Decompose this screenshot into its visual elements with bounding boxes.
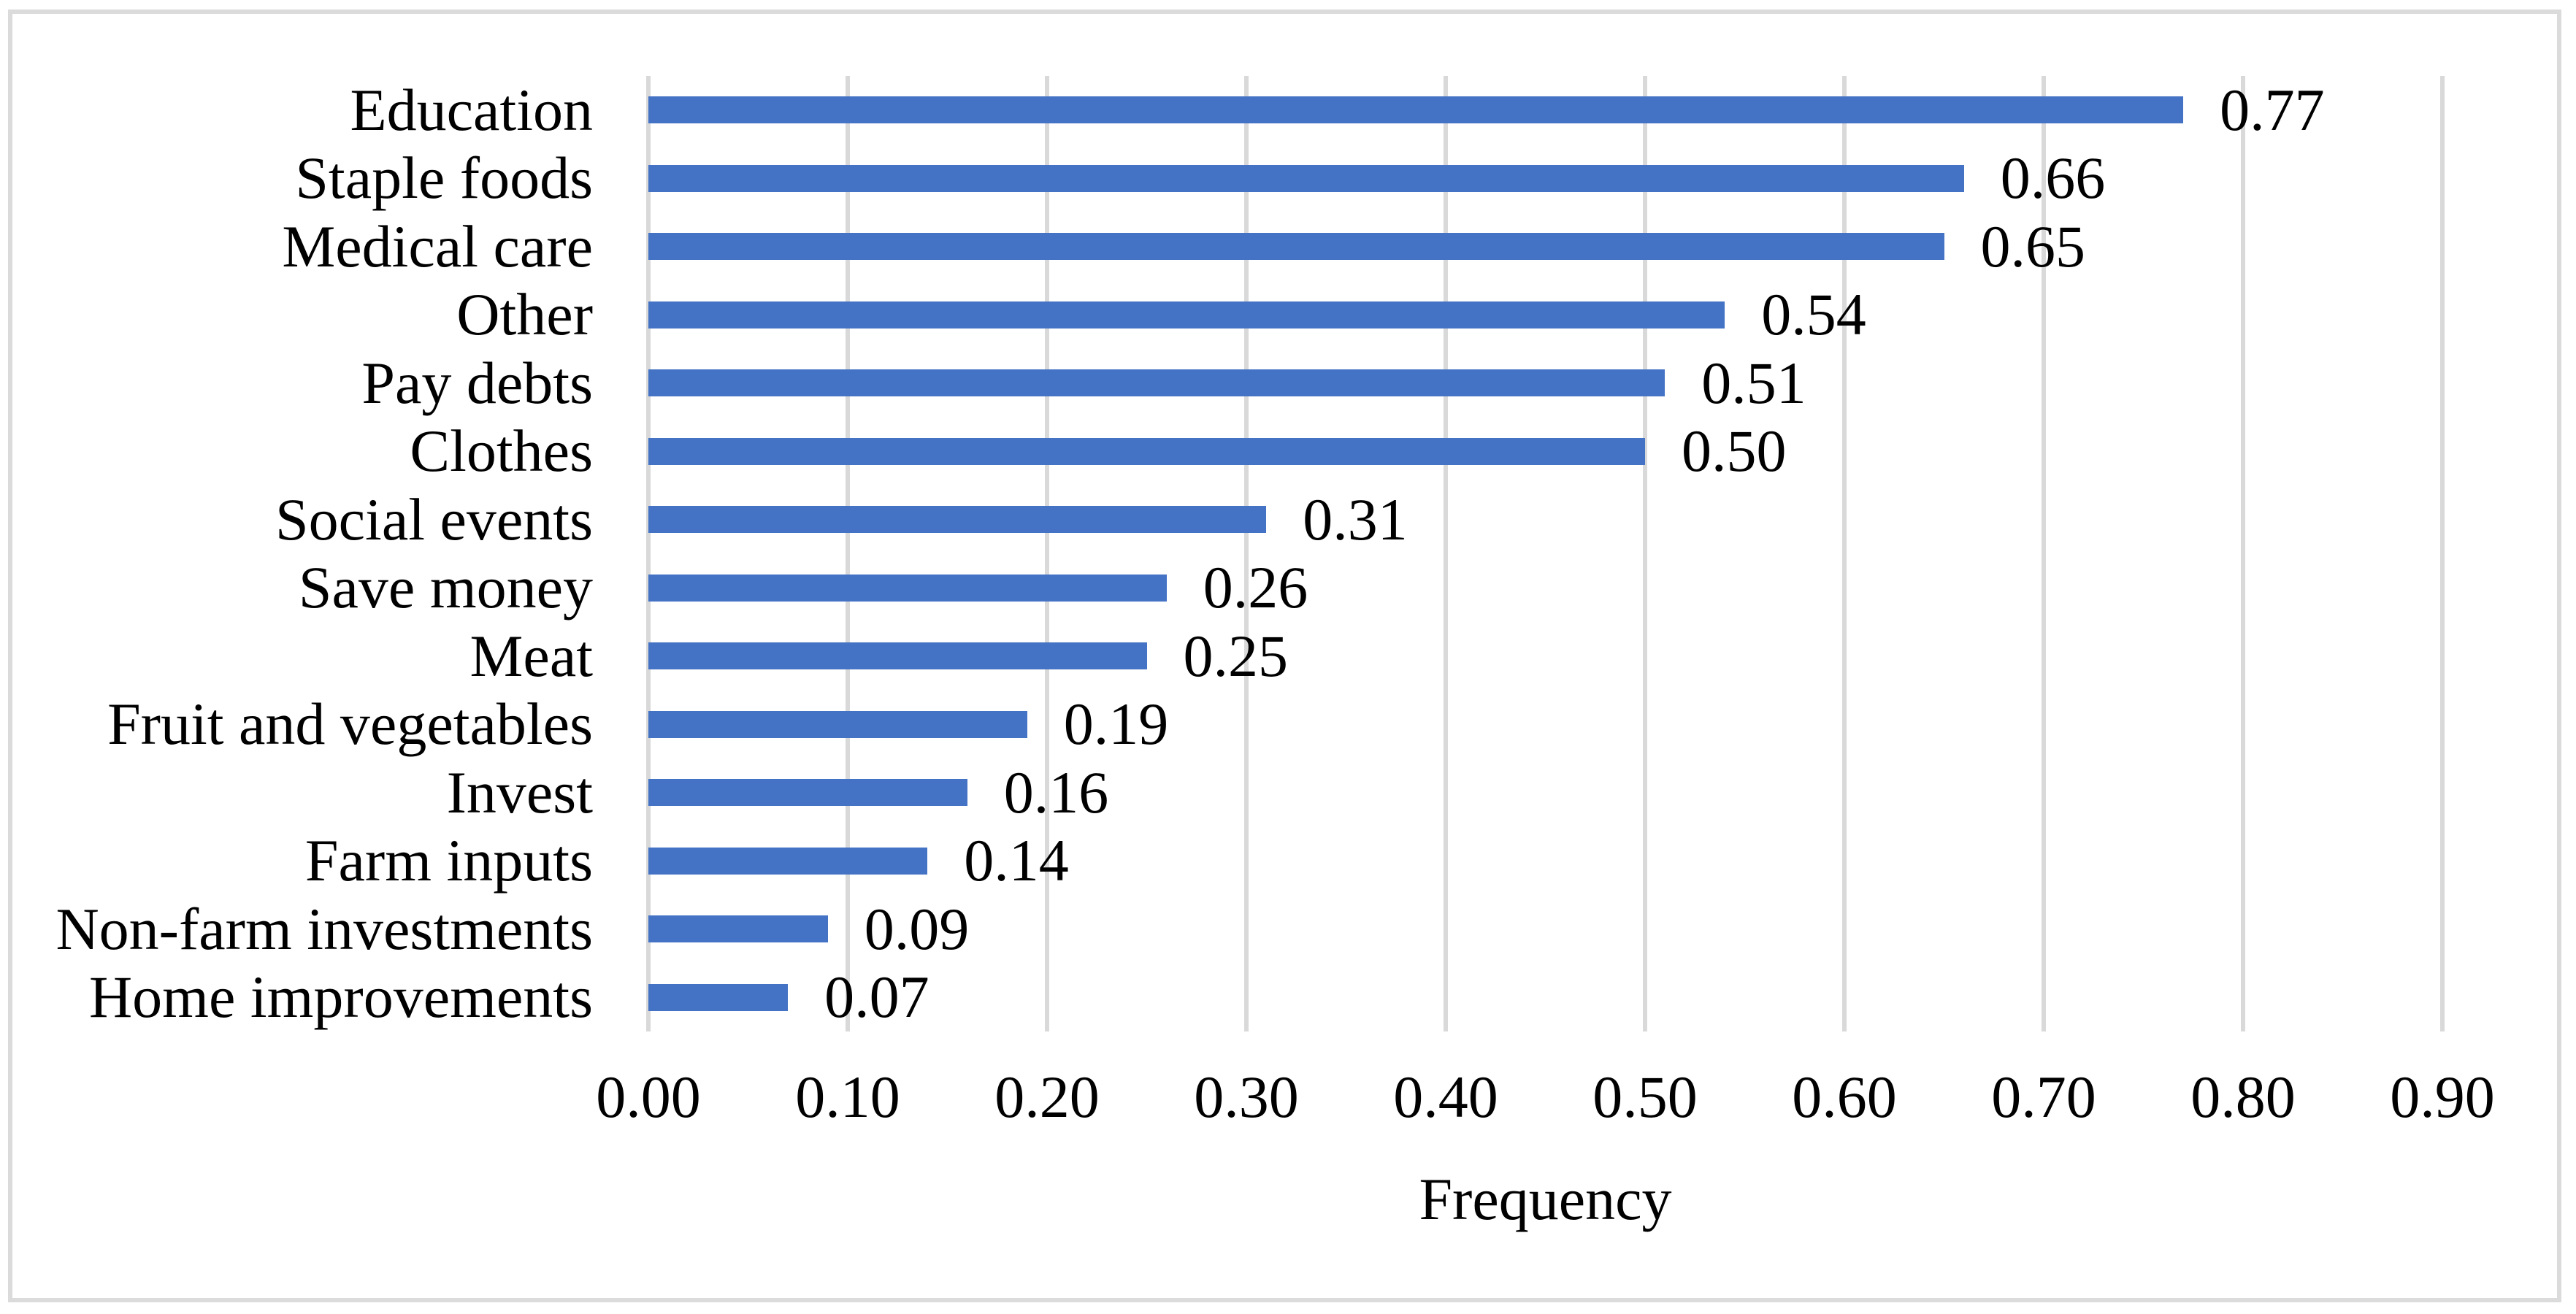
gridline-0.50 bbox=[1643, 76, 1647, 1031]
bar-other bbox=[648, 301, 1725, 328]
bar-clothes bbox=[648, 437, 1645, 465]
category-label-pay-debts: Pay debts bbox=[361, 349, 593, 416]
bar-home-improvements bbox=[648, 983, 789, 1011]
gridline-0.20 bbox=[1045, 76, 1049, 1031]
x-tick-label-0.70: 0.70 bbox=[1991, 1064, 2096, 1130]
bar-staple-foods bbox=[648, 164, 1964, 192]
data-label-staple-foods: 0.66 bbox=[2000, 145, 2106, 212]
category-label-staple-foods: Staple foods bbox=[295, 145, 593, 212]
bar-pay-debts bbox=[648, 369, 1665, 397]
data-label-fruit-and-vegetables: 0.19 bbox=[1063, 691, 1169, 758]
data-label-save-money: 0.26 bbox=[1203, 554, 1308, 621]
category-label-fruit-and-vegetables: Fruit and vegetables bbox=[107, 691, 593, 758]
category-label-other: Other bbox=[456, 281, 593, 348]
gridline-0.40 bbox=[1444, 76, 1448, 1031]
category-label-meat: Meat bbox=[469, 622, 593, 689]
data-label-pay-debts: 0.51 bbox=[1701, 349, 1806, 416]
category-label-home-improvements: Home improvements bbox=[88, 964, 593, 1031]
data-label-non-farm-investments: 0.09 bbox=[864, 895, 970, 962]
gridline-0.80 bbox=[2241, 76, 2245, 1031]
category-label-social-events: Social events bbox=[275, 485, 593, 553]
x-tick-label-0.30: 0.30 bbox=[1194, 1064, 1299, 1130]
x-tick-label-0.10: 0.10 bbox=[795, 1064, 900, 1130]
data-label-meat: 0.25 bbox=[1183, 622, 1289, 689]
data-label-home-improvements: 0.07 bbox=[824, 964, 929, 1031]
gridline-0.90 bbox=[2440, 76, 2445, 1031]
x-tick-label-0.50: 0.50 bbox=[1592, 1064, 1698, 1130]
x-axis-title: Frequency bbox=[1419, 1166, 1672, 1232]
plot-area: 0.77 0.66 0.65 0.54 0.51 0.50 0.31 0.26 0.25 0.19… bbox=[646, 76, 2445, 1031]
bar-fruit-and-vegetables bbox=[648, 710, 1027, 738]
category-label-medical-care: Medical care bbox=[282, 212, 593, 280]
x-tick-label-0.20: 0.20 bbox=[994, 1064, 1100, 1130]
bar-social-events bbox=[648, 506, 1267, 534]
gridline-0.30 bbox=[1244, 76, 1249, 1031]
data-label-clothes: 0.50 bbox=[1682, 418, 1787, 485]
category-axis-labels: Education Staple foods Medical care Other Pa… bbox=[0, 76, 593, 1031]
x-tick-label-0.40: 0.40 bbox=[1393, 1064, 1498, 1130]
data-label-farm-inputs: 0.14 bbox=[964, 827, 1069, 894]
x-tick-label-0.90: 0.90 bbox=[2390, 1064, 2495, 1130]
bar-meat bbox=[648, 642, 1147, 670]
data-label-other: 0.54 bbox=[1761, 281, 1866, 348]
x-tick-label-0.80: 0.80 bbox=[2190, 1064, 2296, 1130]
bar-invest bbox=[648, 779, 967, 807]
x-tick-label-0.00: 0.00 bbox=[596, 1064, 701, 1130]
bar-education bbox=[648, 96, 2184, 124]
x-tick-label-0.60: 0.60 bbox=[1792, 1064, 1897, 1130]
bar-save-money bbox=[648, 574, 1167, 602]
category-label-farm-inputs: Farm inputs bbox=[304, 827, 593, 894]
gridline-0.70 bbox=[2042, 76, 2046, 1031]
category-label-invest: Invest bbox=[446, 758, 593, 826]
bar-non-farm-investments bbox=[648, 915, 828, 943]
gridline-0.10 bbox=[846, 76, 850, 1031]
category-label-save-money: Save money bbox=[298, 554, 593, 621]
category-label-non-farm-investments: Non-farm investments bbox=[55, 895, 593, 962]
data-label-medical-care: 0.65 bbox=[1980, 212, 2086, 280]
bar-medical-care bbox=[648, 233, 1944, 261]
bar-farm-inputs bbox=[648, 847, 928, 875]
data-label-invest: 0.16 bbox=[1003, 758, 1109, 826]
data-label-education: 0.77 bbox=[2220, 76, 2325, 143]
data-label-social-events: 0.31 bbox=[1303, 485, 1408, 553]
category-label-clothes: Clothes bbox=[410, 418, 593, 485]
gridline-0.60 bbox=[1842, 76, 1847, 1031]
gridline-0.00 bbox=[646, 76, 651, 1031]
category-label-education: Education bbox=[350, 76, 593, 143]
